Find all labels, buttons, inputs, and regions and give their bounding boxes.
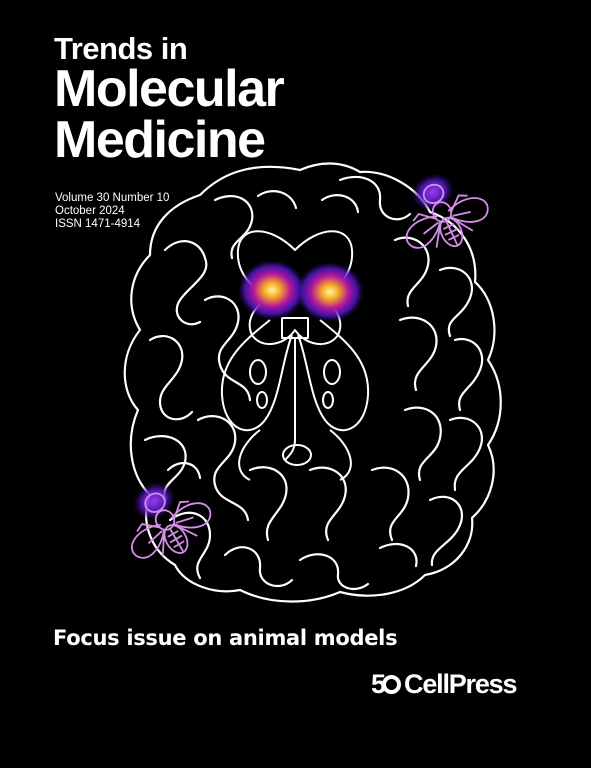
fly-bottom-left <box>131 481 212 559</box>
glow-lobe-left <box>238 260 306 320</box>
anniversary-logo: 5 <box>371 668 402 700</box>
journal-title-line1: Trends in <box>54 31 188 66</box>
brain-outline <box>123 162 502 603</box>
journal-title-line3: Medicine <box>54 110 266 169</box>
journal-title-line2: Molecular <box>54 60 285 118</box>
issue-info: Volume 30 Number 10 October 2024 ISSN 14… <box>55 192 169 231</box>
central-structure <box>236 230 354 345</box>
issue-volume-number: Volume 30 Number 10 <box>55 192 170 204</box>
anniversary-ring-icon <box>382 674 402 694</box>
publisher-name: CellPress <box>404 668 518 699</box>
anniversary-number: 5 <box>371 668 386 699</box>
publisher-logo: 5 CellPress <box>371 667 518 701</box>
issue-date: October 2024 <box>55 205 125 217</box>
issue-issn: ISSN 1471-4914 <box>55 218 141 230</box>
journal-title: Trends in Molecular Medicine <box>54 31 285 169</box>
cover-tagline: Focus issue on animal models <box>53 626 398 650</box>
glow-lobe-right <box>296 262 364 322</box>
fly-top-right <box>405 173 489 249</box>
